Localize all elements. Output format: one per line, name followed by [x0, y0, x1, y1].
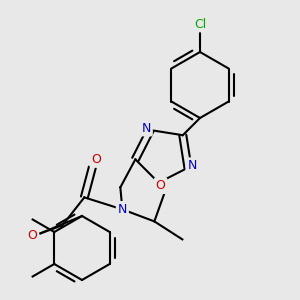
Text: O: O: [156, 179, 166, 192]
Text: N: N: [187, 159, 196, 172]
Text: N: N: [118, 203, 127, 216]
Text: Cl: Cl: [194, 17, 206, 31]
Text: N: N: [142, 122, 151, 135]
Text: O: O: [27, 229, 37, 242]
Text: O: O: [92, 153, 101, 166]
